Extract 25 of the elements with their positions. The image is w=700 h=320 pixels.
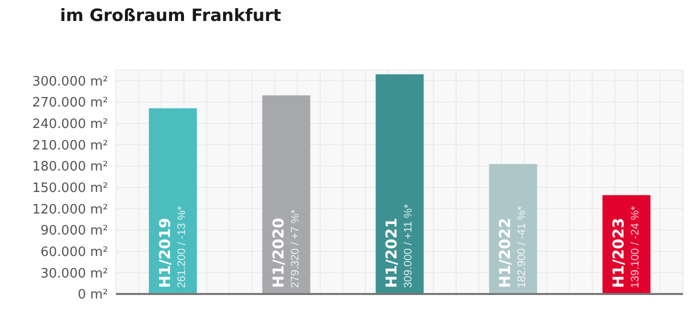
y-tick-label: 120.000 m² — [32, 202, 108, 218]
y-tick-label: 180.000 m² — [32, 160, 108, 175]
data-label: 182.900 / -41 %* — [516, 205, 528, 288]
y-tick-label: 90.000 m² — [40, 224, 108, 239]
data-label: 139.100 / -24 %* — [629, 205, 642, 288]
data-label: 309.000 / +11 %* — [402, 203, 415, 288]
y-tick-label: 240.000 m² — [32, 116, 108, 132]
bar — [148, 108, 197, 294]
data-label: 261.200 / -13 %* — [176, 205, 188, 288]
y-tick-label: 210.000 m² — [32, 138, 108, 154]
x-tick-label: H1/2021 — [382, 218, 401, 288]
y-tick-label: 60.000 m² — [40, 244, 108, 260]
data-label: 279.320 / +7 %* — [289, 208, 302, 288]
x-tick-label: H1/2022 — [496, 218, 514, 288]
y-tick-label: 300.000 m² — [32, 74, 108, 90]
x-tick-label: H1/2023 — [609, 218, 628, 288]
bar — [376, 74, 424, 294]
chart-title: im Großraum Frankfurt — [60, 6, 282, 26]
bar — [262, 95, 310, 294]
x-tick-label: H1/2019 — [156, 218, 174, 288]
y-tick-label: 150.000 m² — [32, 180, 108, 196]
y-tick-label: 270.000 m² — [32, 96, 108, 111]
x-tick-label: H1/2020 — [269, 218, 288, 288]
y-tick-label: 0 m² — [78, 288, 108, 303]
y-tick-label: 30.000 m² — [40, 266, 108, 282]
